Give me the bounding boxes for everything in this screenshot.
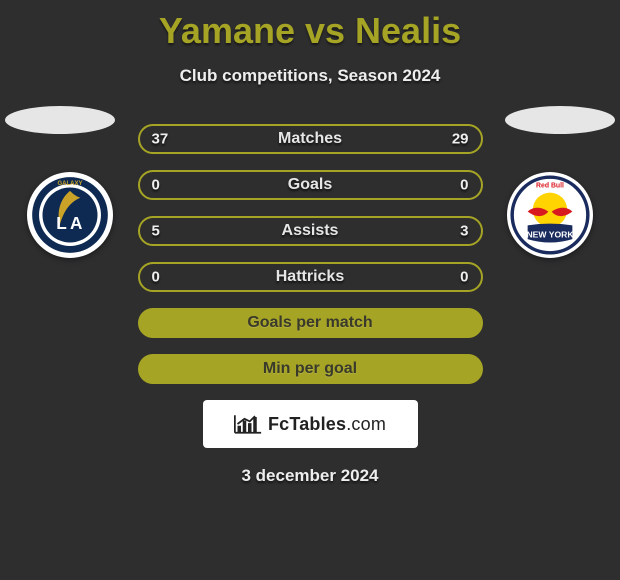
stat-label: Min per goal: [263, 360, 357, 378]
footer-date: 3 december 2024: [0, 466, 620, 486]
stats-list: 37 Matches 29 0 Goals 0 5 Assists 3 0 Ha…: [138, 124, 483, 384]
stat-right-value: 29: [452, 131, 469, 148]
stat-row-matches: 37 Matches 29: [138, 124, 483, 154]
chart-icon: [234, 413, 262, 435]
stat-row-goals-per-match: Goals per match: [138, 308, 483, 338]
club-logo-right: Red Bull NEW YORK: [507, 172, 593, 258]
stat-left-value: 0: [152, 269, 160, 286]
stat-label: Goals: [288, 176, 332, 194]
stat-row-min-per-goal: Min per goal: [138, 354, 483, 384]
stat-row-assists: 5 Assists 3: [138, 216, 483, 246]
svg-text:Red Bull: Red Bull: [536, 182, 564, 189]
stat-left-value: 0: [152, 177, 160, 194]
stat-row-hattricks: 0 Hattricks 0: [138, 262, 483, 292]
la-galaxy-icon: L A GALAXY: [27, 172, 113, 258]
stat-right-value: 0: [460, 269, 468, 286]
comparison-area: L A GALAXY Red Bull NEW YORK 37 Matches …: [0, 124, 620, 486]
brand-text: FcTables.com: [268, 414, 386, 435]
stat-right-value: 3: [460, 223, 468, 240]
brand-domain: .com: [346, 414, 386, 434]
stat-left-value: 5: [152, 223, 160, 240]
svg-text:L: L: [56, 213, 67, 233]
player-right-silhouette: [505, 106, 615, 134]
svg-text:GALAXY: GALAXY: [57, 181, 82, 187]
player-left-silhouette: [5, 106, 115, 134]
stat-right-value: 0: [460, 177, 468, 194]
stat-left-value: 37: [152, 131, 169, 148]
club-logo-left: L A GALAXY: [27, 172, 113, 258]
page-subtitle: Club competitions, Season 2024: [0, 66, 620, 86]
svg-text:NEW YORK: NEW YORK: [526, 229, 574, 239]
red-bull-ny-icon: Red Bull NEW YORK: [507, 172, 593, 258]
brand-badge[interactable]: FcTables.com: [203, 400, 418, 448]
brand-name: FcTables: [268, 414, 346, 434]
page-title: Yamane vs Nealis: [0, 0, 620, 52]
svg-text:A: A: [70, 213, 82, 233]
stat-label: Matches: [278, 130, 342, 148]
stat-row-goals: 0 Goals 0: [138, 170, 483, 200]
stat-label: Goals per match: [247, 314, 372, 332]
stat-label: Assists: [282, 222, 339, 240]
stat-label: Hattricks: [276, 268, 344, 286]
